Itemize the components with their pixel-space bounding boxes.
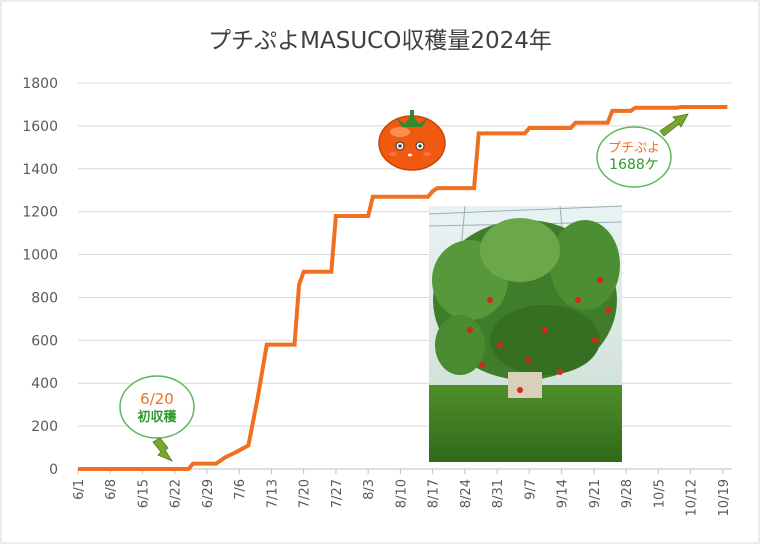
x-tick-label: 9/7 — [523, 479, 538, 500]
x-tick-label: 8/10 — [394, 479, 409, 508]
y-tick-label: 1400 — [22, 162, 58, 178]
x-tick-label: 8/24 — [459, 479, 474, 508]
x-tick-label: 8/17 — [427, 479, 442, 508]
y-tick-label: 1000 — [22, 248, 58, 264]
first-harvest-callout: 6/20 初収穫 — [119, 375, 195, 462]
x-tick-label: 6/22 — [169, 479, 184, 508]
x-tick-label: 7/13 — [265, 479, 280, 508]
tomato-plant-photo — [428, 205, 623, 462]
x-tick-label: 7/20 — [298, 479, 313, 508]
x-tick-labels: 6/1 6/8 6/15 6/22 6/29 7/6 7/13 7/20 7/27 8/3 8/10… — [72, 469, 732, 516]
x-tick-label: 10/12 — [685, 479, 700, 516]
y-tick-label: 1200 — [22, 205, 58, 221]
x-tick-label: 8/31 — [491, 479, 506, 508]
series-line — [78, 105, 728, 471]
x-tick-label: 8/3 — [362, 479, 377, 500]
x-tick-label: 7/6 — [233, 479, 248, 500]
x-tick-label: 9/21 — [588, 479, 603, 508]
first-harvest-arrow — [152, 437, 174, 462]
y-tick-label: 0 — [49, 462, 58, 478]
total-label: プチぷよ — [608, 141, 660, 156]
tomato-mascot — [378, 110, 446, 171]
chart-title: プチぷよMASUCO収穫量2024年 — [208, 28, 552, 54]
first-harvest-date: 6/20 — [140, 390, 174, 408]
x-tick-label: 7/27 — [330, 479, 345, 508]
x-tick-label: 10/5 — [652, 479, 667, 508]
x-tick-label: 9/14 — [556, 479, 571, 508]
first-harvest-text: 初収穫 — [137, 409, 177, 425]
total-arrow — [659, 113, 689, 137]
x-tick-label: 6/29 — [201, 479, 216, 508]
x-tick-label: 6/1 — [72, 479, 87, 500]
y-tick-label: 800 — [31, 290, 58, 306]
total-count: 1688ケ — [609, 157, 659, 173]
y-tick-label: 1800 — [22, 76, 58, 92]
x-tick-label: 9/28 — [620, 479, 635, 508]
y-tick-label: 400 — [31, 376, 58, 392]
y-tick-labels: 0 200 400 600 800 1000 1200 1400 1600 1800 — [22, 76, 58, 478]
x-tick-label: 6/15 — [136, 479, 151, 508]
y-tick-label: 600 — [31, 333, 58, 349]
y-tick-label: 1600 — [22, 119, 58, 135]
total-callout: プチぷよ 1688ケ — [596, 113, 689, 188]
y-tick-label: 200 — [31, 419, 58, 435]
x-tick-label: 6/8 — [104, 479, 119, 500]
x-tick-label: 10/19 — [717, 479, 732, 516]
